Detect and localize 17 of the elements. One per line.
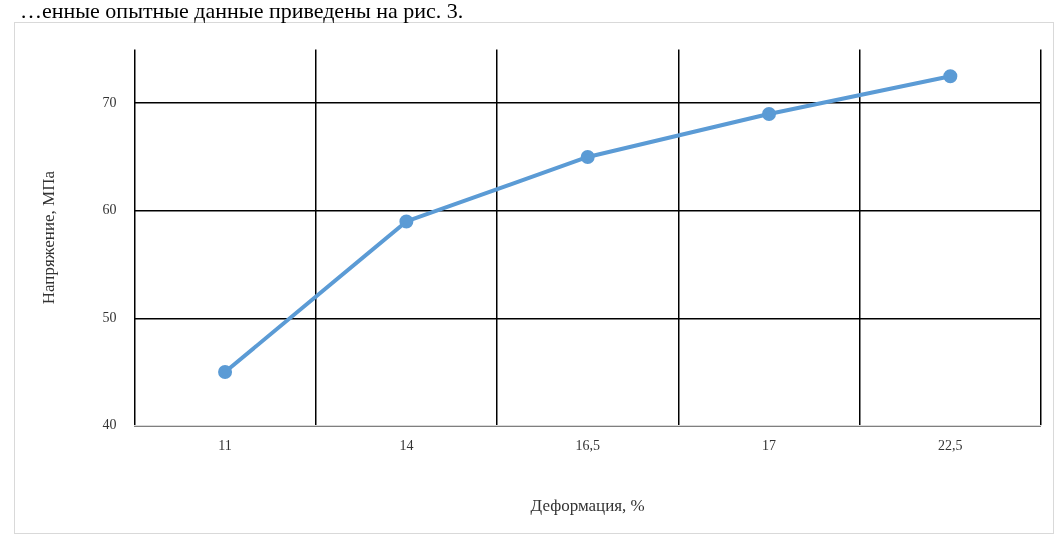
y-axis-title: Напряжение, МПа xyxy=(38,170,58,305)
x-tick-label: 22,5 xyxy=(938,437,963,453)
x-tick-label: 14 xyxy=(399,437,414,453)
text: …енные опытные данные приведены на рис. 3. xyxy=(19,0,465,23)
y-tick-label: 50 xyxy=(102,309,117,325)
point xyxy=(580,149,595,164)
x-tick-label: 11 xyxy=(218,437,232,453)
point xyxy=(943,69,958,84)
y-tick-label: 40 xyxy=(102,417,117,433)
point xyxy=(762,106,777,121)
point xyxy=(399,214,414,229)
x-tick-label: 16,5 xyxy=(575,437,600,453)
y-tick-label: 70 xyxy=(102,94,117,110)
x-axis-title: Деформация, % xyxy=(530,496,645,516)
x-tick-label: 17 xyxy=(762,437,777,453)
point xyxy=(218,365,233,380)
y-tick-label: 60 xyxy=(102,202,117,218)
